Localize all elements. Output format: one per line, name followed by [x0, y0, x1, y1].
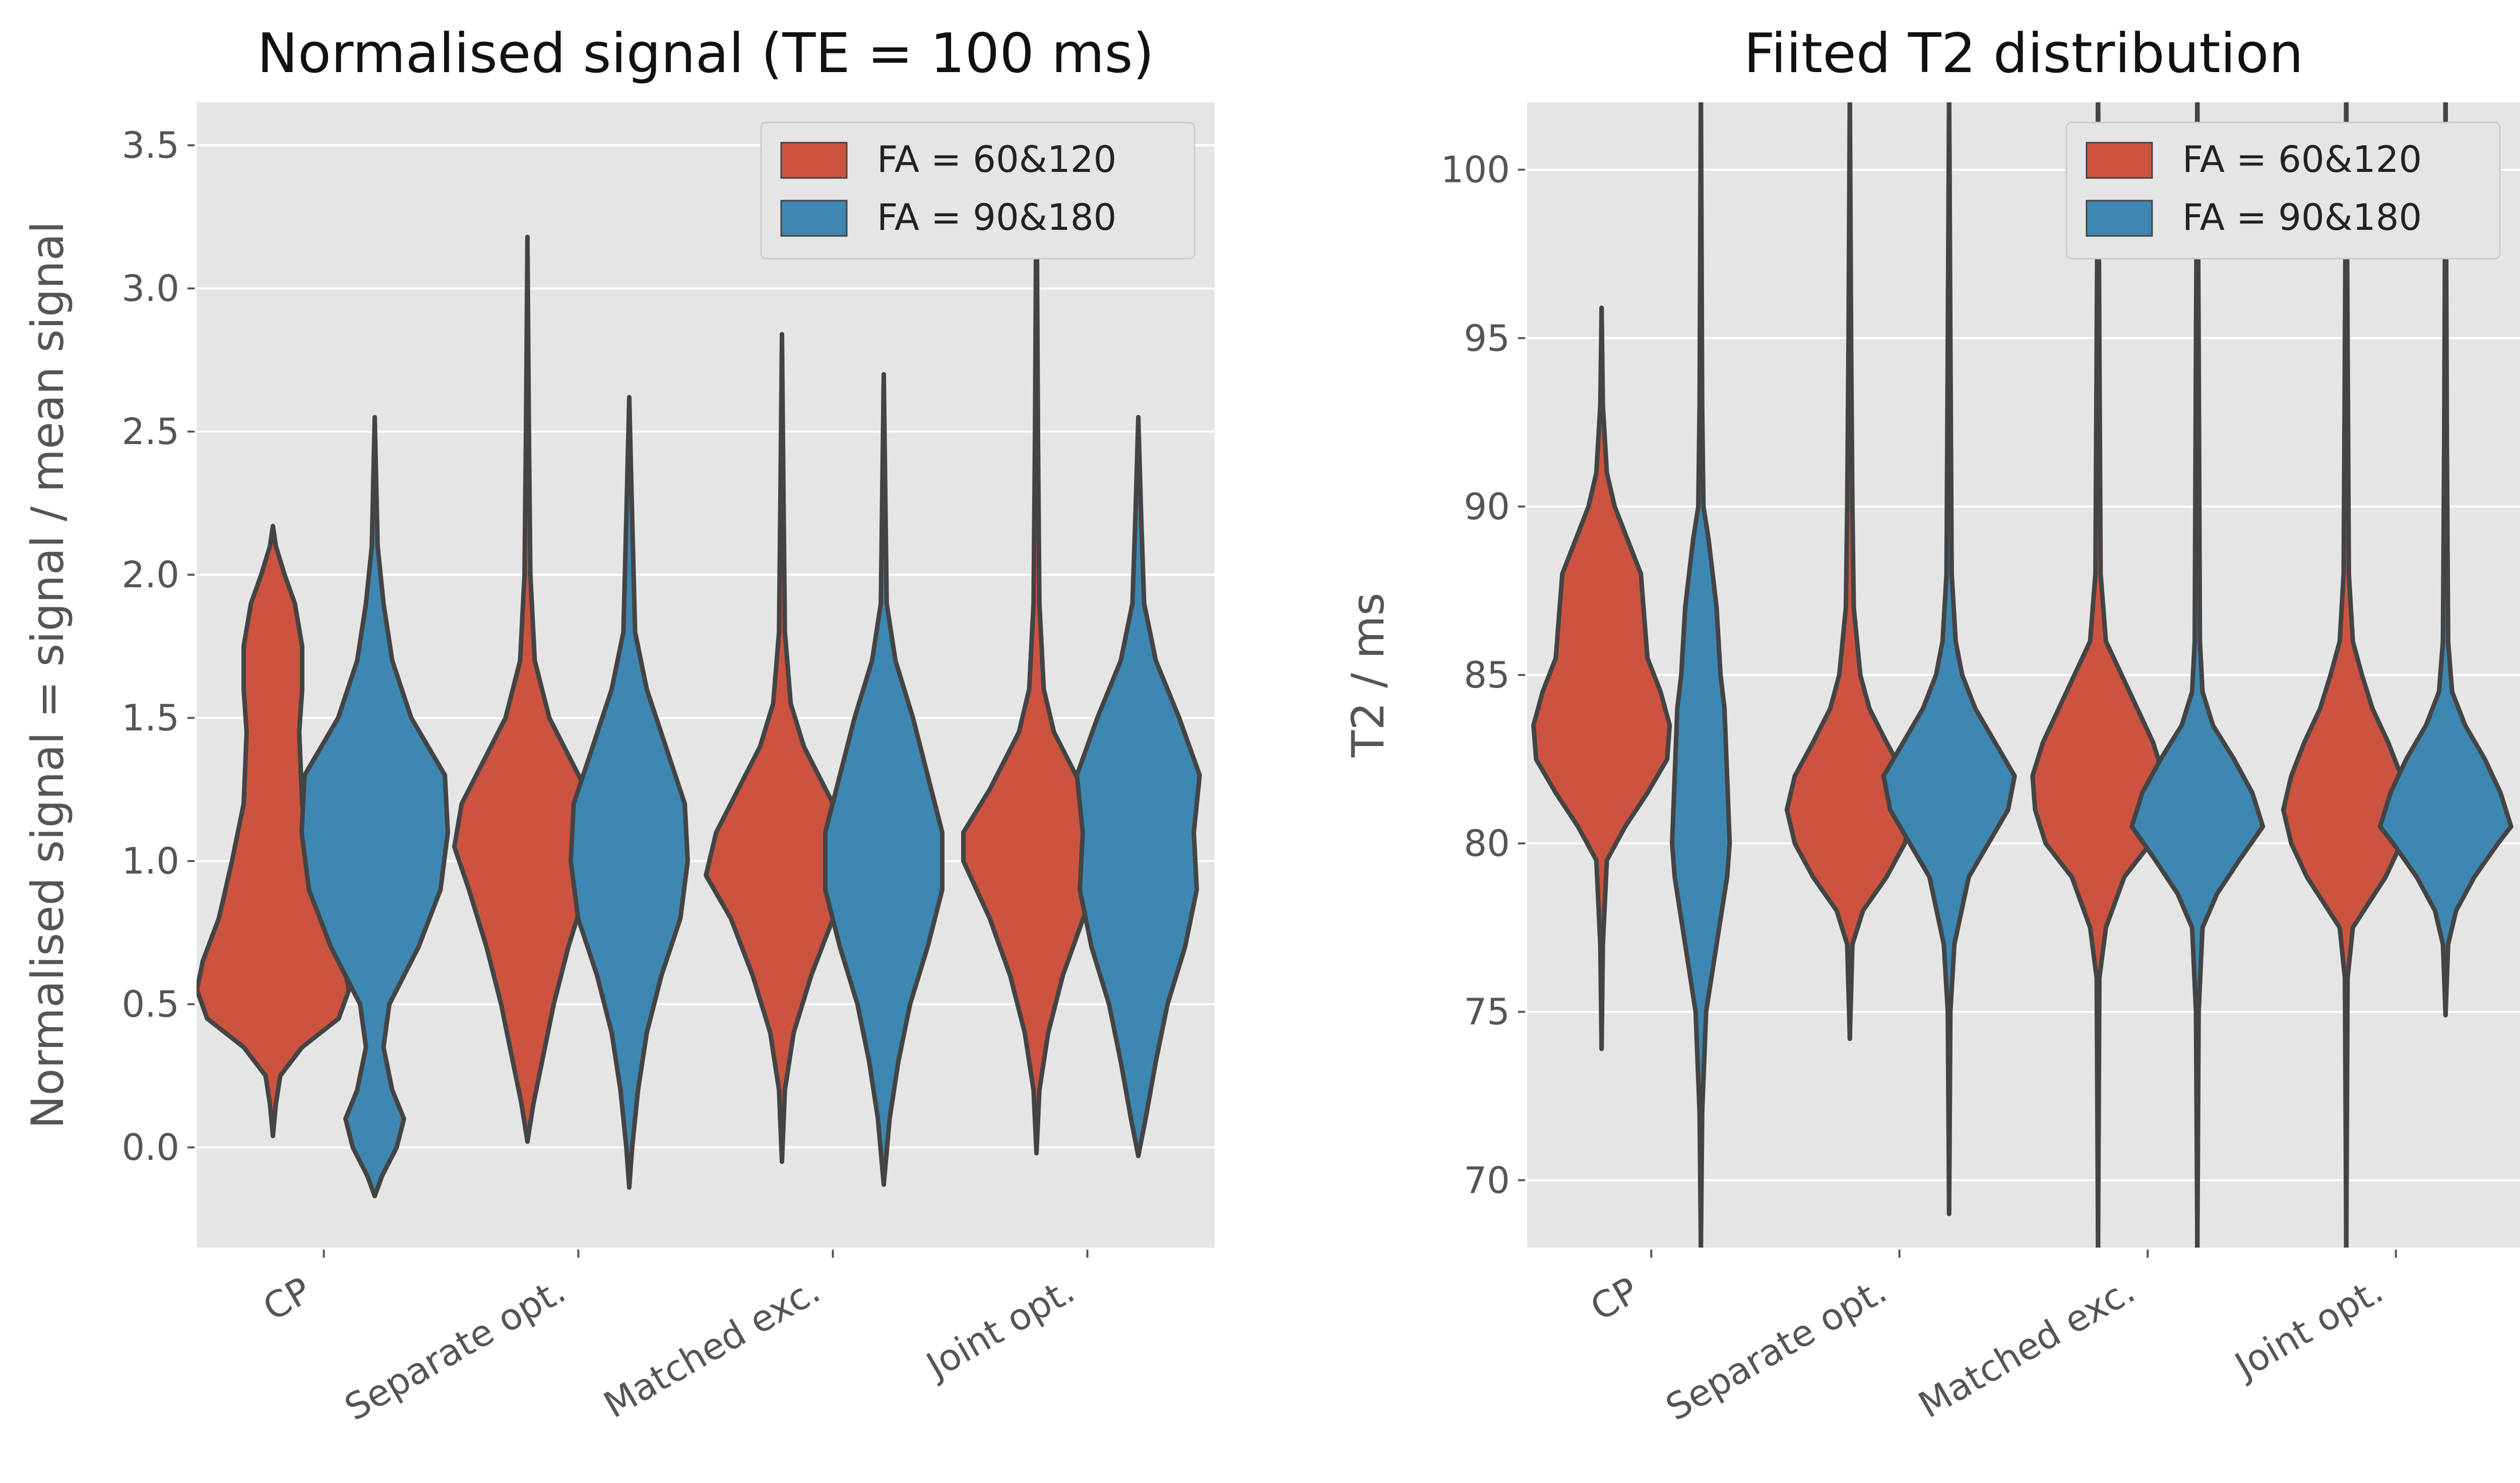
- legend-label-fa-60-120: FA = 60&120: [877, 138, 1116, 180]
- violin-fa-60-120-cp: [1531, 305, 1672, 1052]
- t2-legend: FA = 60&120 FA = 90&180: [2065, 121, 2501, 260]
- y-tick-label: 80: [1464, 822, 1510, 864]
- signal-chart-title: Normalised signal (TE = 100 ms): [257, 22, 1154, 85]
- y-tick-label: 95: [1464, 317, 1510, 359]
- t2-violins: [1531, 102, 2513, 1248]
- y-tick-label: 1.5: [121, 697, 179, 739]
- violin-fa-90-180-separate-opt: [569, 395, 690, 1190]
- violin-fa-90-180-cp: [299, 415, 450, 1199]
- signal-y-axis: 0.0 0.5 1.0 1.5 2.0 2.5 3.0 3.5: [121, 124, 195, 1168]
- t2-y-axis-label: T2 / ms: [1342, 593, 1394, 758]
- y-tick-label: 3.5: [121, 124, 179, 166]
- y-tick-label: 0.5: [121, 983, 179, 1025]
- y-tick-label: 3.0: [121, 267, 179, 310]
- y-tick-label: 70: [1464, 1159, 1510, 1201]
- legend-swatch-fa-60-120: [780, 142, 848, 179]
- y-tick-label: 2.0: [121, 553, 179, 596]
- t2-legend-box: [2065, 121, 2501, 260]
- y-tick-label: 75: [1464, 991, 1510, 1033]
- y-tick-label: 0.0: [121, 1126, 179, 1168]
- legend-swatch-fa-90-180: [2086, 200, 2153, 237]
- legend-swatch-fa-90-180: [780, 200, 848, 237]
- signal-legend-box: [760, 121, 1195, 260]
- violin-fa-90-180-matched-exc: [2129, 102, 2265, 1248]
- y-tick-label: 90: [1464, 485, 1510, 528]
- violin-fa-90-180-joint-opt: [1075, 415, 1202, 1158]
- y-tick-label: 2.5: [121, 410, 179, 453]
- violin-fa-90-180-separate-opt: [1881, 102, 2017, 1216]
- legend-swatch-fa-60-120: [2086, 142, 2153, 179]
- y-tick-label: 85: [1464, 654, 1510, 696]
- signal-legend: FA = 60&120 FA = 90&180: [760, 121, 1195, 260]
- legend-label-fa-60-120: FA = 60&120: [2182, 138, 2422, 180]
- violin-fa-90-180-cp: [1670, 102, 1732, 1248]
- t2-chart-title: Fiited T2 distribution: [1744, 22, 2303, 85]
- signal-violins: [197, 157, 1202, 1199]
- t2-y-axis: 70 75 80 85 90 95 100: [1441, 149, 1525, 1201]
- violin-fa-90-180-joint-opt: [2377, 102, 2513, 1018]
- signal-y-axis-label: Normalised signal = signal / mean signal: [22, 221, 74, 1129]
- signal-panel-background: [197, 102, 1215, 1248]
- legend-label-fa-90-180: FA = 90&180: [877, 196, 1116, 238]
- y-tick-label: 1.0: [121, 840, 179, 882]
- violin-fa-90-180-matched-exc: [823, 372, 944, 1187]
- violin-fa-60-120-separate-opt: [452, 234, 603, 1144]
- y-tick-label: 100: [1441, 149, 1510, 191]
- legend-label-fa-90-180: FA = 90&180: [2182, 196, 2422, 238]
- signal-panel: 0.00.51.01.52.02.53.03.5 CP Separate opt.…: [22, 22, 1215, 1429]
